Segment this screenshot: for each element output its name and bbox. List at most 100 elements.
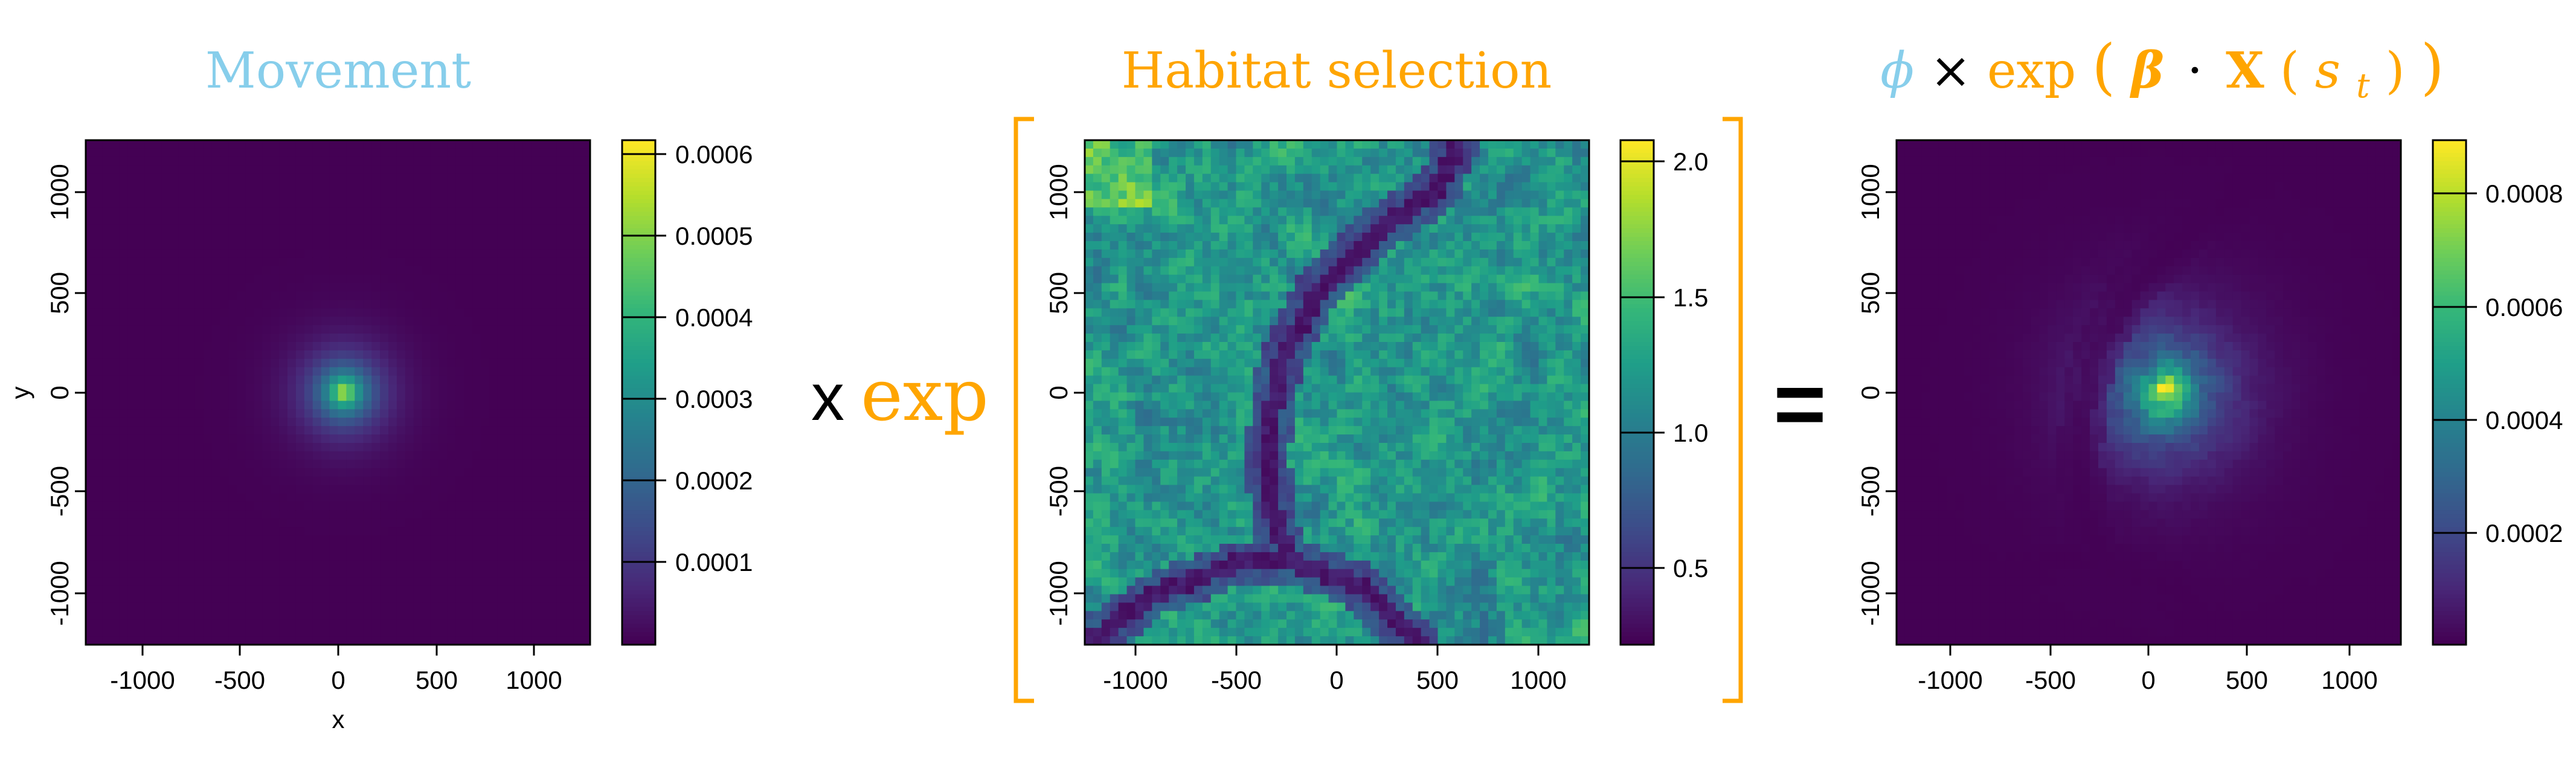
heatmap-cell (279, 375, 288, 385)
heatmap-cell (346, 375, 355, 385)
heatmap-cell (1244, 156, 1253, 166)
heatmap-cell (422, 199, 431, 208)
heatmap-cell (1345, 300, 1354, 309)
heatmap-cell (573, 619, 582, 628)
heatmap-cell (144, 628, 153, 637)
heatmap-cell (481, 190, 490, 200)
heatmap-cell (1286, 173, 1296, 183)
heatmap-cell (438, 148, 448, 158)
heatmap-cell (355, 274, 364, 284)
heatmap-cell (582, 409, 591, 418)
heatmap-cell (573, 148, 582, 158)
colorbar-swatch (622, 312, 655, 318)
heatmap-cell (1421, 165, 1430, 175)
heatmap-cell (405, 233, 414, 242)
heatmap-cell (430, 233, 440, 242)
heatmap-cell (295, 233, 305, 242)
heatmap-cell (111, 409, 120, 418)
heatmap-cell (1354, 233, 1363, 242)
heatmap-cell (119, 560, 129, 570)
heatmap-cell (144, 602, 153, 611)
heatmap-cell (1118, 300, 1128, 309)
heatmap-cell (287, 317, 297, 326)
heatmap-cell (1471, 173, 1480, 183)
heatmap-cell (1311, 266, 1321, 276)
heatmap-cell (228, 249, 238, 259)
heatmap-cell (1379, 182, 1388, 192)
heatmap-cell (405, 375, 414, 385)
heatmap-cell (1370, 199, 1380, 208)
heatmap-cell (312, 148, 322, 158)
heatmap-cell (119, 308, 129, 317)
heatmap-cell (582, 148, 591, 158)
colorbar-swatch (622, 211, 655, 217)
heatmap-cell (405, 434, 414, 443)
heatmap-cell (1555, 173, 1564, 183)
heatmap-cell (1488, 140, 1497, 149)
heatmap-cell (161, 274, 170, 284)
heatmap-cell (388, 619, 397, 628)
heatmap-cell (405, 148, 414, 158)
heatmap-cell (430, 594, 440, 604)
heatmap-cell (472, 636, 481, 645)
heatmap-cell (522, 560, 532, 570)
heatmap-cell (187, 190, 196, 200)
heatmap-cell (506, 375, 515, 385)
heatmap-cell (1135, 257, 1145, 267)
heatmap-cell (127, 527, 137, 536)
heatmap-cell (153, 552, 162, 561)
heatmap-cell (371, 485, 381, 494)
heatmap-cell (1395, 291, 1405, 301)
heatmap-cell (438, 535, 448, 544)
heatmap-cell (1581, 156, 1590, 166)
heatmap-cell (1202, 233, 1212, 242)
heatmap-cell (363, 535, 372, 544)
heatmap-cell (1362, 300, 1371, 309)
heatmap-cell (514, 350, 524, 359)
heatmap-cell (111, 527, 120, 536)
heatmap-cell (187, 527, 196, 536)
heatmap-cell (430, 367, 440, 376)
heatmap-cell (481, 182, 490, 192)
heatmap-cell (1480, 274, 1489, 284)
heatmap-cell (321, 140, 330, 149)
heatmap-cell (380, 527, 389, 536)
heatmap-cell (254, 485, 263, 494)
heatmap-cell (237, 241, 246, 250)
heatmap-cell (497, 392, 507, 402)
heatmap-cell (556, 544, 565, 553)
heatmap-cell (531, 300, 541, 309)
heatmap-cell (539, 418, 549, 427)
heatmap-cell (1379, 216, 1388, 225)
heatmap-cell (279, 233, 288, 242)
heatmap-cell (1126, 207, 1136, 216)
heatmap-cell (1521, 241, 1531, 250)
heatmap-cell (1530, 283, 1540, 292)
heatmap-cell (94, 199, 103, 208)
heatmap-cell (396, 443, 406, 452)
heatmap-cell (329, 233, 339, 242)
heatmap-cell (1261, 308, 1270, 317)
heatmap-cell (153, 384, 162, 393)
heatmap-cell (144, 266, 153, 276)
heatmap-cell (237, 249, 246, 259)
colorbar-swatch (622, 607, 655, 612)
heatmap-cell (489, 249, 498, 259)
heatmap-cell (203, 468, 213, 477)
heatmap-cell (422, 367, 431, 376)
heatmap-cell (245, 165, 254, 175)
heatmap-cell (405, 266, 414, 276)
heatmap-cell (178, 451, 187, 460)
heatmap-cell (178, 518, 187, 527)
heatmap-cell (1286, 308, 1296, 317)
heatmap-cell (287, 569, 297, 578)
heatmap-cell (203, 577, 213, 587)
heatmap-cell (1404, 182, 1413, 192)
heatmap-cell (388, 577, 397, 587)
heatmap-cell (346, 560, 355, 570)
heatmap-cell (1370, 266, 1380, 276)
heatmap-cell (1278, 266, 1287, 276)
heatmap-cell (582, 367, 591, 376)
heatmap-cell (1261, 140, 1270, 149)
heatmap-cell (481, 148, 490, 158)
